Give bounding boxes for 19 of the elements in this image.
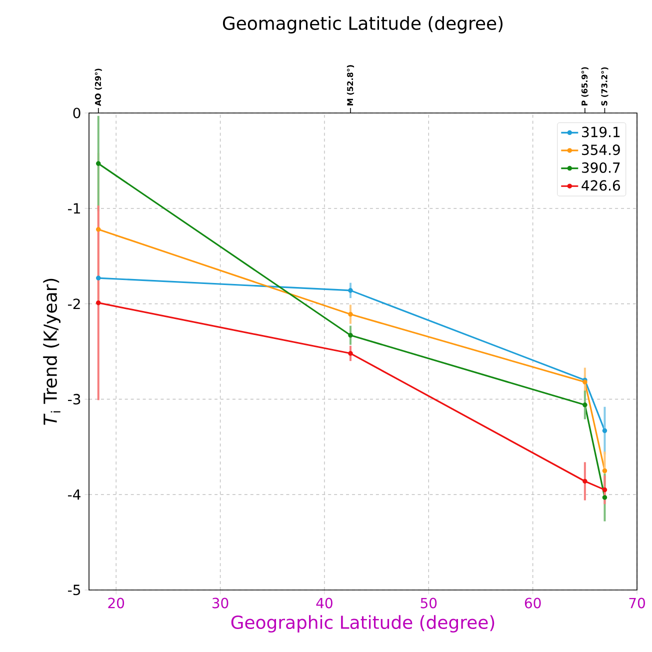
y-tick-label: -1 — [68, 203, 80, 214]
x-tick-label: 70 — [629, 598, 645, 608]
x-tick-label: 50 — [420, 598, 437, 608]
legend-label: 426.6 — [582, 180, 620, 191]
y-tick-label: -3 — [68, 394, 80, 404]
x2-axis-title: Geomagnetic Latitude (degree) — [222, 16, 503, 34]
y-tick-label: -5 — [68, 584, 80, 596]
y-tick-label: -2 — [68, 298, 80, 309]
legend-label: 354.9 — [582, 144, 620, 156]
legend-label: 390.7 — [582, 162, 620, 173]
y-axis-title: T$_{i}$ Trend (K/year) — [43, 278, 60, 425]
x-tick-label: 30 — [212, 598, 228, 608]
x-tick-label: 40 — [316, 598, 332, 608]
x-tick-label: 60 — [524, 598, 541, 608]
x-axis-title: Geographic Latitude (degree) — [231, 615, 494, 633]
legend-label: 319.1 — [582, 126, 620, 138]
y-tick-label: 0 — [73, 108, 80, 118]
x-tick-label: 20 — [108, 598, 124, 608]
y-tick-label: -4 — [68, 490, 80, 500]
